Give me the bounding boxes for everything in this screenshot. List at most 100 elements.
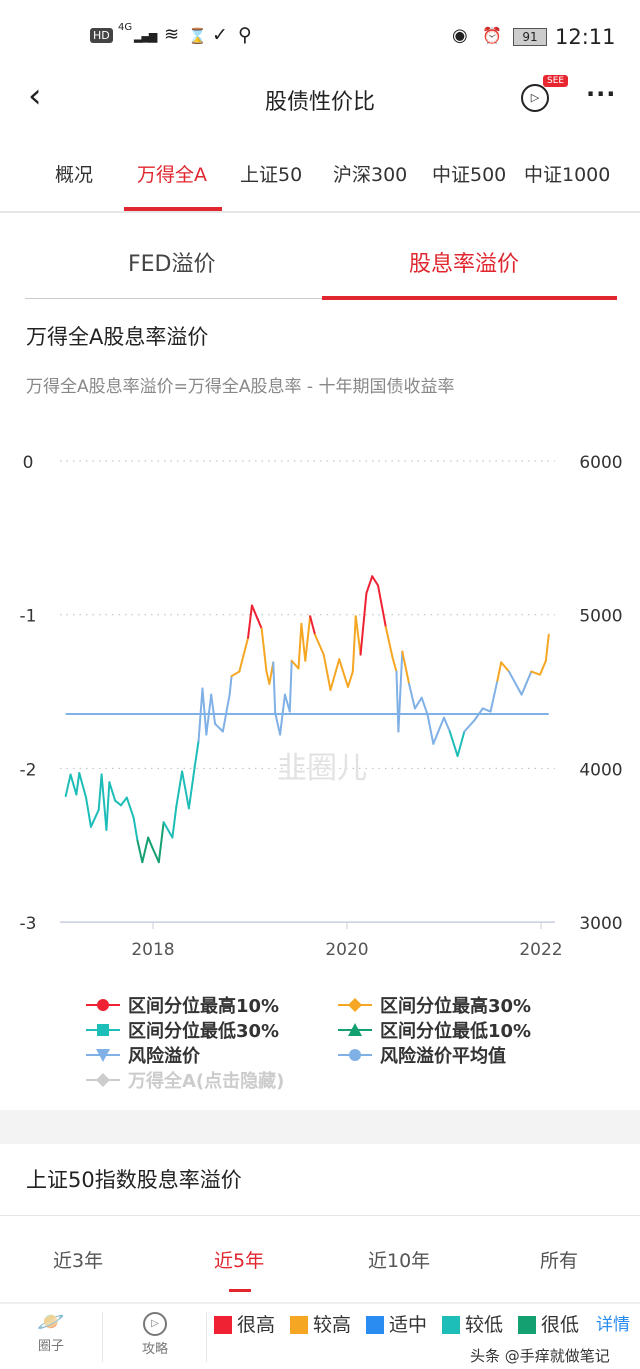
series-segment — [136, 839, 144, 864]
divider — [206, 1312, 207, 1362]
series-segment — [520, 670, 533, 696]
subtab-dividend[interactable]: 股息率溢价 — [409, 252, 520, 277]
series-segment — [426, 713, 435, 745]
x-tick-label: 2022 — [519, 940, 562, 960]
level-label: 适中 — [389, 1314, 428, 1336]
period-all[interactable]: 所有 — [540, 1250, 579, 1272]
series-segment — [313, 633, 325, 656]
series-segment — [187, 765, 196, 810]
clock: 12:11 — [555, 25, 616, 49]
period-3y[interactable]: 近3年 — [53, 1250, 104, 1272]
level-swatch — [290, 1316, 308, 1334]
section-gap — [0, 1110, 640, 1144]
series-segment — [297, 622, 303, 670]
subtab-fed[interactable]: FED溢价 — [128, 252, 216, 277]
series-segment — [544, 633, 550, 662]
network-type: 4G — [118, 22, 133, 33]
level-label: 很高 — [237, 1314, 276, 1336]
level-swatch — [214, 1316, 232, 1334]
tab-overview[interactable]: 概况 — [55, 164, 94, 186]
legend-item[interactable]: 区间分位最高30% — [338, 992, 531, 1018]
left-tick-label: -1 — [20, 607, 37, 627]
level-swatch — [442, 1316, 460, 1334]
series-segment — [359, 592, 368, 656]
series-segment — [151, 845, 160, 864]
series-segment — [288, 659, 293, 713]
series-segment — [496, 661, 503, 682]
circle-button[interactable]: 🪐 圈子 — [0, 1304, 102, 1369]
period-5y[interactable]: 近5年 — [214, 1250, 265, 1272]
legend-label: 区间分位最低30% — [128, 1021, 280, 1042]
x-tick-label: 2020 — [325, 940, 368, 960]
series-segment — [250, 604, 259, 621]
back-button[interactable]: ‹ — [28, 76, 42, 116]
series-segment — [300, 622, 307, 662]
series-segment — [456, 730, 466, 758]
tab-hs300[interactable]: 沪深300 — [333, 164, 408, 186]
legend-item[interactable]: 区间分位最低30% — [86, 1017, 279, 1043]
legend-label: 风险溢价平均值 — [380, 1046, 506, 1067]
legend-diamond-icon — [338, 998, 372, 1012]
series-segment — [530, 670, 542, 676]
right-tick-label: 5000 — [579, 607, 622, 627]
series-segment — [391, 656, 398, 673]
series-segment — [443, 716, 451, 733]
series-segment — [78, 772, 88, 799]
series-segment — [105, 781, 111, 831]
alarm-icon: ⏰ — [482, 26, 502, 45]
series-segment — [401, 650, 411, 685]
legend-item[interactable]: 风险溢价 — [86, 1042, 200, 1068]
series-segment — [507, 670, 523, 696]
battery-icon: 91 — [513, 28, 547, 46]
level-label: 很低 — [541, 1314, 580, 1336]
series-segment — [448, 730, 459, 758]
key-icon: ⚲ — [238, 24, 252, 46]
right-tick-label: 6000 — [579, 453, 622, 473]
series-segment — [230, 670, 241, 678]
planet-icon: 🪐 — [37, 1310, 65, 1335]
series-segment — [108, 781, 117, 802]
level-label: 较高 — [313, 1314, 352, 1336]
period-indicator — [229, 1289, 251, 1292]
formula-text: 万得全A股息率溢价=万得全A股息率 - 十年期国债收益率 — [26, 377, 455, 397]
tab-zz1000[interactable]: 中证1000 — [524, 164, 611, 186]
more-button[interactable]: ··· — [586, 80, 617, 108]
series-segment — [397, 650, 404, 733]
level-legend-item: 很高 — [214, 1314, 275, 1336]
series-segment — [384, 625, 394, 659]
divider — [0, 1215, 640, 1216]
legend-label: 风险溢价 — [128, 1046, 200, 1067]
tab-zz500[interactable]: 中证500 — [432, 164, 507, 186]
series-segment — [500, 661, 510, 673]
series-segment — [432, 716, 445, 745]
series-segment — [162, 821, 174, 839]
legend-item[interactable]: 万得全A(点击隐藏) — [86, 1067, 284, 1093]
series-segment — [420, 696, 429, 716]
series-segment — [100, 773, 108, 831]
series-segment — [413, 696, 423, 710]
legend-item[interactable]: 区间分位最高10% — [86, 992, 279, 1018]
legend-triangle-down-icon — [86, 1049, 120, 1062]
right-tick-label: 3000 — [579, 914, 622, 934]
legend-item[interactable]: 风险溢价平均值 — [338, 1042, 506, 1068]
video-button[interactable]: ▷ — [521, 84, 549, 112]
check-icon: ✓ — [212, 24, 228, 46]
tab-sz50[interactable]: 上证50 — [240, 164, 303, 186]
x-tick-label: 2018 — [131, 940, 174, 960]
detail-link[interactable]: 详情 — [596, 1315, 630, 1335]
series-segment — [132, 816, 139, 842]
tab-wind-a[interactable]: 万得全A — [137, 164, 207, 186]
series-segment — [171, 805, 178, 839]
series-segment — [371, 575, 380, 587]
dividend-premium-chart[interactable]: 韭圈儿 0 -1 -2 -3 6000 5000 4000 3000 2018 2020 2022 — [0, 440, 640, 965]
period-10y[interactable]: 近10年 — [368, 1250, 431, 1272]
legend-label: 区间分位最高10% — [128, 996, 280, 1017]
series-segment — [221, 693, 231, 733]
series-segment — [473, 707, 484, 722]
series-segment — [256, 618, 263, 630]
legend-item[interactable]: 区间分位最低10% — [338, 1017, 531, 1043]
guide-button[interactable]: ▷ 攻略 — [104, 1304, 206, 1369]
section2-title: 上证50指数股息率溢价 — [26, 1168, 242, 1192]
signal-icon: ▂▄▆ — [134, 30, 157, 43]
level-legend-item: 较高 — [290, 1314, 351, 1336]
